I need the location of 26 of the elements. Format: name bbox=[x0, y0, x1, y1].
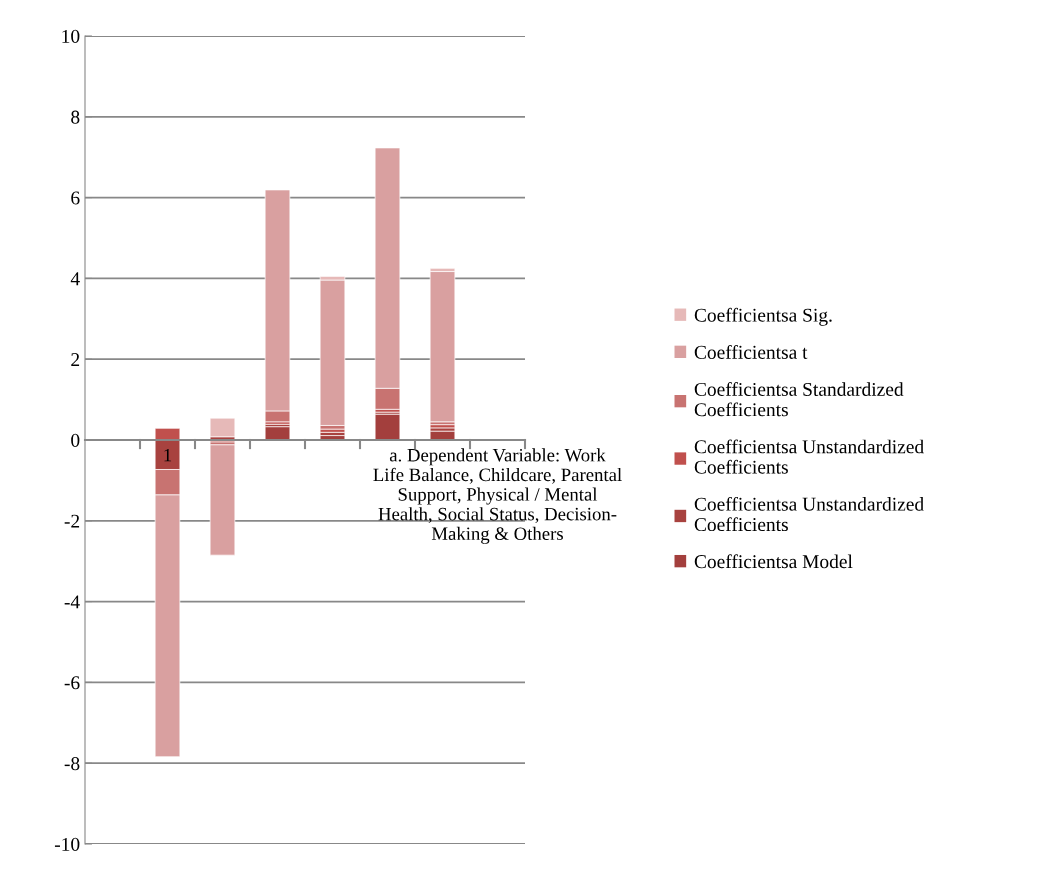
y-tick-label: 0 bbox=[71, 433, 80, 447]
bar bbox=[374, 413, 401, 441]
bar bbox=[209, 417, 236, 438]
y-tick-label: -8 bbox=[64, 757, 80, 771]
y-tick-label: 2 bbox=[71, 353, 80, 366]
y-tick-label: -4 bbox=[64, 595, 80, 609]
y-tick-label: -6 bbox=[64, 676, 80, 690]
legend-label: Coefficientsa Model bbox=[694, 554, 853, 569]
y-tick-label: 6 bbox=[71, 191, 80, 205]
legend-label: Coefficientsa t bbox=[694, 345, 808, 359]
legend-label: Coefficientsa Sig. bbox=[694, 307, 832, 326]
bar bbox=[264, 426, 291, 441]
bar bbox=[209, 444, 236, 556]
y-tick-label: 8 bbox=[71, 110, 80, 124]
y-tick-label: -2 bbox=[64, 514, 80, 528]
y-tick-label: 10 bbox=[62, 29, 80, 43]
legend-label: Coefficientsa Standardized Coefficients bbox=[694, 382, 904, 417]
legend-label: Coefficientsa Unstandardized Coefficients bbox=[694, 496, 924, 532]
x-tick-label: 1 bbox=[164, 448, 172, 462]
bar bbox=[154, 427, 181, 441]
y-tick-label: 4 bbox=[70, 272, 80, 286]
legend-label: Coefficientsa Unstandardized Coefficients bbox=[694, 439, 924, 474]
y-tick-label: -10 bbox=[54, 837, 80, 851]
bar bbox=[429, 271, 456, 423]
x-tick-label: a. Dependent Variable: Work Life Balance, Childcare, Parental Support, Physical / Mental Health, Social Status, Decision- Making & Others bbox=[373, 448, 622, 544]
bar bbox=[319, 279, 346, 426]
